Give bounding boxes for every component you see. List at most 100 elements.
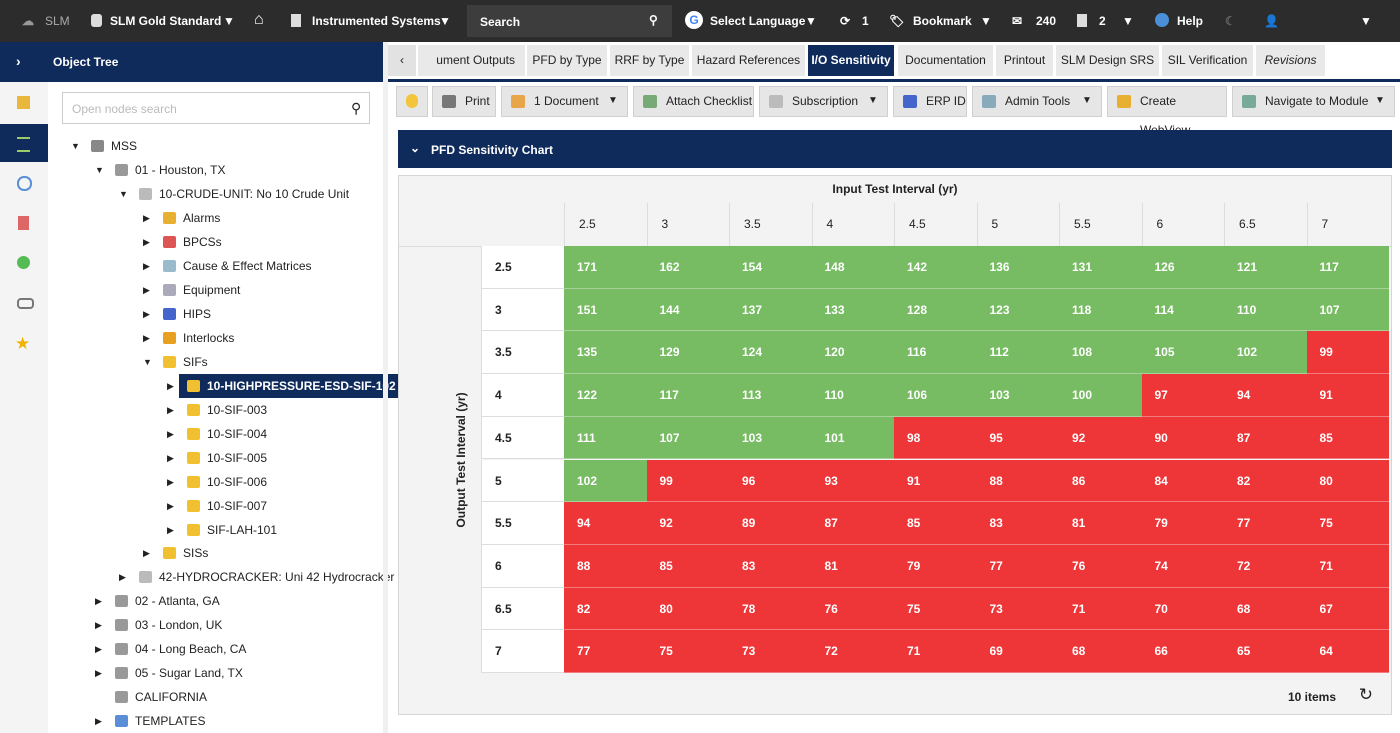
rail-icon[interactable]	[17, 298, 34, 309]
collapse-button[interactable]: ›	[16, 53, 21, 69]
tree-expander[interactable]: ▶	[167, 429, 174, 439]
tree-search[interactable]: Open nodes search ⚲	[62, 92, 370, 124]
help[interactable]: Help	[1177, 14, 1204, 28]
tree-label[interactable]: Cause & Effect Matrices	[183, 259, 312, 273]
dropdown[interactable]: ▼	[439, 14, 451, 28]
tab[interactable]: Revisions	[1256, 45, 1325, 76]
tree-expander[interactable]: ▶	[143, 261, 150, 271]
tree-expander[interactable]: ▶	[143, 237, 150, 247]
app-name[interactable]: SLM	[45, 14, 70, 28]
tree-label[interactable]: BPCSs	[183, 235, 222, 249]
tab[interactable]: PFD by Type	[527, 45, 607, 76]
tree-expander[interactable]: ▶	[95, 716, 102, 726]
dropdown[interactable]: ▼	[805, 14, 817, 28]
tree-expander[interactable]: ▶	[143, 213, 150, 223]
panel-toggle[interactable]: ⌄	[410, 141, 421, 155]
tree-label[interactable]: Interlocks	[183, 331, 235, 345]
tree-label[interactable]: 10-HIGHPRESSURE-ESD-SIF-102	[179, 374, 404, 398]
module[interactable]: Instrumented Systems	[312, 14, 441, 28]
doc-count[interactable]: 2	[1099, 14, 1106, 28]
dropdown[interactable]: ▼	[1375, 95, 1385, 106]
tree-label[interactable]: 02 - Atlanta, GA	[135, 594, 220, 608]
tree-label[interactable]: 10-SIF-004	[207, 427, 268, 441]
tree-expander[interactable]: ▼	[95, 165, 104, 175]
tab[interactable]: ument Outputs	[418, 45, 525, 76]
language[interactable]: Select Language	[710, 14, 806, 28]
rail-icon[interactable]	[17, 176, 32, 191]
bookmark[interactable]: Bookmark	[913, 14, 972, 28]
tab[interactable]: I/O Sensitivity	[808, 45, 894, 76]
tree-label[interactable]: SIFs	[183, 355, 208, 369]
search-box[interactable]: Search ⚲	[467, 5, 672, 37]
tree-expander[interactable]: ▶	[95, 596, 102, 606]
tree-expander[interactable]: ▶	[143, 309, 150, 319]
tree-expander[interactable]: ▶	[143, 548, 150, 558]
tree-expander[interactable]: ▼	[143, 357, 152, 367]
dropdown[interactable]: ▼	[1082, 95, 1092, 106]
tree-expander[interactable]: ▶	[167, 453, 174, 463]
tree-expander[interactable]: ▶	[95, 620, 102, 630]
refresh-button[interactable]: ↻	[1358, 685, 1373, 704]
tab[interactable]: Printout	[996, 45, 1053, 76]
tree-expander[interactable]: ▶	[143, 285, 150, 295]
tree-label[interactable]: Equipment	[183, 283, 241, 297]
tree-label[interactable]: SIF-LAH-101	[207, 523, 278, 537]
tree-expander[interactable]: ▶	[95, 644, 102, 654]
home-icon[interactable]: ⌂	[254, 11, 264, 28]
tree-label[interactable]: 01 - Houston, TX	[135, 163, 226, 177]
toolbar-button[interactable]: Navigate to Module	[1232, 86, 1395, 117]
rail-icon[interactable]	[17, 96, 30, 109]
tree-label[interactable]: 10-SIF-005	[207, 451, 268, 465]
rail-icon[interactable]	[17, 137, 30, 152]
tab[interactable]: SLM Design SRS	[1056, 45, 1159, 76]
tree-label[interactable]: 10-SIF-007	[207, 499, 268, 513]
tree-label[interactable]: MSS	[111, 139, 138, 153]
tree-label[interactable]: 03 - London, UK	[135, 618, 223, 632]
rail-icon[interactable]	[17, 256, 30, 269]
tab-back[interactable]: ‹	[388, 45, 416, 76]
tree-label[interactable]: 05 - Sugar Land, TX	[135, 666, 243, 680]
dropdown[interactable]: ▼	[1122, 14, 1134, 28]
tree-label[interactable]: TEMPLATES	[135, 714, 206, 728]
tree-expander[interactable]: ▶	[167, 477, 174, 487]
tree-label[interactable]: 10-CRUDE-UNIT: No 10 Crude Unit	[159, 187, 350, 201]
tree-label[interactable]: 10-SIF-003	[207, 403, 268, 417]
dropdown[interactable]: ▼	[223, 14, 235, 28]
sync-count[interactable]: 1	[862, 14, 869, 28]
tree-expander[interactable]: ▼	[71, 141, 80, 151]
dropdown[interactable]: ▼	[980, 14, 992, 28]
tree-label[interactable]: HIPS	[183, 307, 212, 321]
tree-label[interactable]: 04 - Long Beach, CA	[135, 642, 247, 656]
tab[interactable]: Documentation	[898, 45, 993, 76]
tab[interactable]: RRF by Type	[610, 45, 689, 76]
tree-label[interactable]: SISs	[183, 546, 209, 560]
splitter[interactable]	[383, 42, 388, 733]
tree-expander[interactable]: ▶	[167, 525, 174, 535]
tree-expander[interactable]: ▶	[95, 668, 102, 678]
dropdown[interactable]: ▼	[1360, 14, 1372, 28]
database[interactable]: SLM Gold Standard	[110, 14, 222, 28]
tab[interactable]: Hazard References	[692, 45, 805, 76]
dropdown[interactable]: ▼	[868, 95, 878, 106]
rail-icon[interactable]: ★	[15, 334, 31, 353]
tab[interactable]: SIL Verification	[1162, 45, 1253, 76]
theme-toggle[interactable]: ☾	[1225, 14, 1236, 28]
tree-expander[interactable]: ▶	[167, 381, 174, 391]
tree-label[interactable]: 10-SIF-006	[207, 475, 268, 489]
toolbar-button[interactable]: ERP ID	[893, 86, 967, 117]
mail-count[interactable]: 240	[1036, 14, 1057, 28]
tree-expander[interactable]: ▶	[167, 405, 174, 415]
tree-label[interactable]: CALIFORNIA	[135, 690, 208, 704]
tree-expander[interactable]: ▶	[167, 501, 174, 511]
tree-expander[interactable]: ▼	[119, 189, 128, 199]
toolbar-button[interactable]: Print	[432, 86, 496, 117]
user-icon[interactable]: 👤	[1264, 14, 1279, 28]
tree-expander[interactable]: ▶	[119, 572, 126, 582]
rail-icon[interactable]	[18, 216, 29, 230]
toolbar-button[interactable]: Admin Tools	[972, 86, 1102, 117]
tree-expander[interactable]: ▶	[143, 333, 150, 343]
dropdown[interactable]: ▼	[608, 95, 618, 106]
tree-label[interactable]: Alarms	[183, 211, 221, 225]
column-header: 6	[1141, 203, 1225, 246]
tree-label[interactable]: 42-HYDROCRACKER: Uni 42 Hydrocracker	[159, 570, 395, 584]
